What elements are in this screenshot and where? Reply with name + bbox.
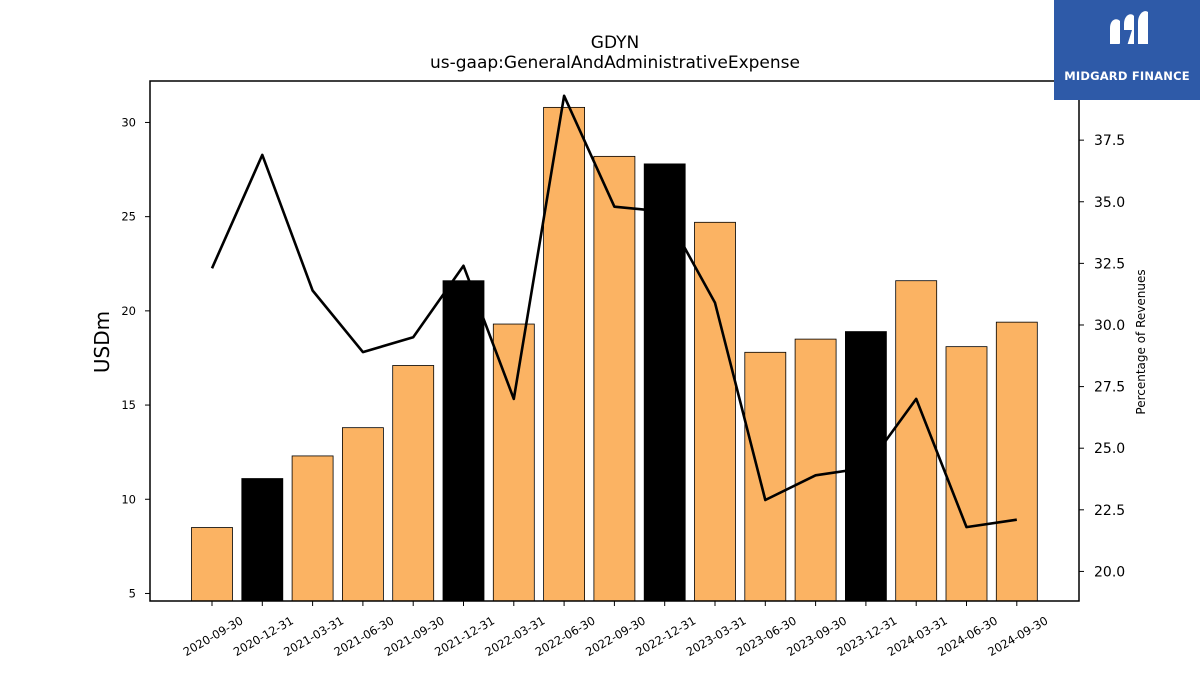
- y2-tick-label: 22.5: [1094, 503, 1125, 519]
- y2-axis: 20.0 22.5 25.0 27.5 30.0 32.5 35.0 37.5: [1079, 133, 1125, 580]
- bar-2022-12-31: [643, 163, 686, 602]
- pct-revenue-line: [210, 94, 1017, 529]
- bar-series: [191, 106, 1038, 602]
- brand-logo: MIDGARD FINANCE: [1054, 0, 1200, 100]
- y-axis: 5 10 15 20 25 30: [121, 115, 150, 600]
- bar-2022-06-30: [543, 106, 585, 602]
- y2-tick-label: 35.0: [1094, 195, 1125, 211]
- bar-2021-12-31: [442, 280, 485, 602]
- y-tick-label: 15: [121, 398, 136, 412]
- y-tick-label: 5: [129, 586, 136, 600]
- y2-tick-label: 25.0: [1094, 441, 1125, 457]
- bar-2024-03-31: [895, 280, 938, 602]
- y-tick-label: 30: [121, 115, 136, 129]
- bar-2021-06-30: [341, 427, 384, 602]
- y2-axis-label: Percentage of Revenues: [1134, 269, 1148, 414]
- bar-2023-09-30: [794, 338, 837, 602]
- y2-tick-label: 27.5: [1094, 380, 1125, 396]
- bar-2021-09-30: [392, 365, 435, 602]
- bar-2022-03-31: [492, 323, 535, 602]
- y2-tick-label: 37.5: [1094, 133, 1125, 149]
- y-axis-label: USDm: [90, 311, 114, 373]
- y-tick-label: 25: [121, 210, 136, 224]
- x-axis: 2020-09-302020-12-312021-03-312021-06-30…: [181, 601, 1050, 659]
- midgard-logo-icon: [1110, 11, 1148, 62]
- y-tick-label: 20: [121, 304, 136, 318]
- chart-subtitle: us-gaap:GeneralAndAdministrativeExpense: [430, 53, 800, 73]
- bar-2023-06-30: [744, 351, 787, 602]
- bar-2024-06-30: [945, 346, 988, 602]
- y2-tick-label: 32.5: [1094, 256, 1125, 272]
- y2-tick-label: 30.0: [1094, 318, 1125, 334]
- y-tick-label: 10: [121, 492, 136, 506]
- chart-title: GDYN: [591, 33, 639, 53]
- bar-2023-03-31: [694, 221, 736, 602]
- bar-2020-12-31: [241, 478, 284, 602]
- bar-2024-09-30: [995, 321, 1038, 602]
- bar-2020-09-30: [191, 527, 233, 602]
- bar-2021-03-31: [291, 455, 334, 602]
- line-series: [210, 94, 1017, 529]
- y2-tick-label: 20.0: [1094, 564, 1125, 580]
- bar-2022-09-30: [593, 155, 636, 602]
- brand-name: MIDGARD FINANCE: [1064, 69, 1190, 83]
